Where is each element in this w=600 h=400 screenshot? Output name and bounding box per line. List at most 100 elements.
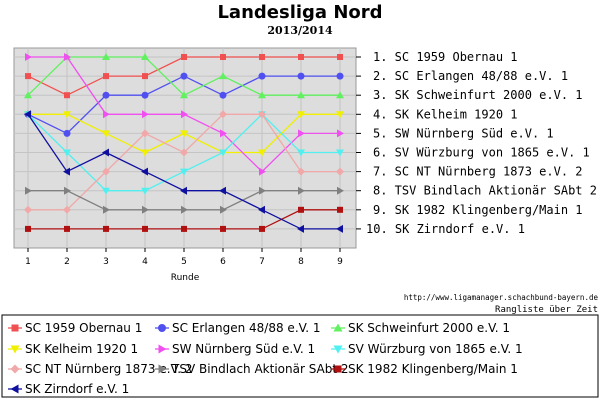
data-point <box>258 110 266 119</box>
legend-item: SK Zirndorf e.V. 1 <box>8 382 129 396</box>
legend-item: SK 1982 Klingenberg/Main 1 <box>331 362 518 376</box>
data-point <box>180 72 188 80</box>
data-point <box>298 129 305 138</box>
legend-item: SC Erlangen 48/88 e.V. 1 <box>155 321 321 335</box>
x-axis-label: Runde <box>171 273 200 283</box>
data-point <box>297 111 305 119</box>
data-point <box>64 225 70 232</box>
data-point <box>64 186 71 195</box>
data-point <box>220 225 226 232</box>
data-point <box>63 167 70 176</box>
data-point <box>180 168 188 176</box>
data-point <box>298 206 304 213</box>
data-point <box>102 187 110 195</box>
legend-item: SC NT Nürnberg 1873 e.V. 2 <box>8 362 192 376</box>
data-point <box>181 110 188 119</box>
data-point <box>297 72 305 80</box>
data-point <box>181 225 187 232</box>
legend-item: SW Nürnberg Süd e.V. 1 <box>155 342 315 356</box>
data-point <box>336 72 344 80</box>
x-tick-label: 2 <box>64 257 70 267</box>
data-point <box>219 91 227 99</box>
data-point <box>336 149 344 157</box>
series-group <box>25 206 343 232</box>
legend-label: SV Würzburg von 1865 e.V. 1 <box>348 342 523 356</box>
data-point <box>298 54 304 60</box>
data-point <box>142 110 149 119</box>
data-point <box>259 225 265 232</box>
x-tick-label: 9 <box>337 257 343 267</box>
series-group <box>24 53 344 99</box>
data-point <box>181 205 188 214</box>
data-point <box>337 206 343 213</box>
data-point <box>337 54 343 60</box>
legend-label: SK 1982 Klingenberg/Main 1 <box>348 362 518 376</box>
legend-label: SC 1959 Obernau 1 <box>25 321 142 335</box>
data-point <box>336 167 344 176</box>
source-url: http://www.ligamanager.schachbund-bayern… <box>404 293 599 302</box>
legend-marker <box>158 324 166 332</box>
x-tick-label: 7 <box>259 257 265 267</box>
data-point <box>141 129 149 138</box>
data-point <box>258 91 266 99</box>
data-point <box>103 110 110 119</box>
data-point <box>336 224 343 233</box>
data-point <box>297 224 304 233</box>
data-point <box>25 53 32 61</box>
data-point <box>336 111 344 119</box>
x-tick-label: 4 <box>142 257 148 267</box>
data-point <box>102 91 110 99</box>
data-point <box>142 73 148 80</box>
x-tick-label: 3 <box>103 257 109 267</box>
data-point <box>64 53 71 61</box>
ranking-label: 8. TSV Bindlach Aktionär SAbt 2 <box>373 184 597 198</box>
legend-marker <box>333 323 343 332</box>
data-point <box>180 130 188 138</box>
data-point <box>142 225 148 232</box>
data-point <box>219 149 227 157</box>
plot-area <box>13 47 357 249</box>
ranking-label: 5. SW Nürnberg Süd e.V. 1 <box>373 126 554 140</box>
data-point <box>297 167 305 176</box>
data-point <box>24 205 32 214</box>
data-point <box>297 91 305 99</box>
x-tick-label: 1 <box>25 257 31 267</box>
data-point <box>24 91 32 99</box>
legend-item: SK Kelheim 1920 1 <box>8 342 138 356</box>
legend-marker <box>334 365 342 373</box>
legend-item: SC 1959 Obernau 1 <box>8 321 142 335</box>
data-point <box>102 167 110 176</box>
data-point <box>219 72 227 80</box>
series-group <box>24 110 343 233</box>
data-point <box>180 91 188 99</box>
data-point <box>102 148 109 157</box>
legend-label: SK Zirndorf e.V. 1 <box>25 382 129 396</box>
legend-marker <box>333 345 343 354</box>
legend-box <box>1 314 599 398</box>
legend-label: SC Erlangen 48/88 e.V. 1 <box>172 321 321 335</box>
data-point <box>259 54 265 60</box>
data-point <box>142 205 149 214</box>
data-point <box>141 91 149 99</box>
data-point <box>258 149 266 157</box>
data-point <box>25 73 31 80</box>
x-tick-label: 5 <box>181 257 187 267</box>
data-point <box>337 129 344 138</box>
legend-item: SK Schweinfurt 2000 e.V. 1 <box>331 321 510 335</box>
data-point <box>336 91 344 99</box>
series-group <box>25 186 344 214</box>
legend-label: SW Nürnberg Süd e.V. 1 <box>172 342 315 356</box>
legend-item: TSV Bindlach Aktionär SAbt 2 <box>155 362 349 376</box>
legend-label: SC NT Nürnberg 1873 e.V. 2 <box>25 362 192 376</box>
chart-subtitle: 2013/2014 <box>267 24 333 37</box>
data-point <box>63 111 71 119</box>
legend-label: SK Schweinfurt 2000 e.V. 1 <box>348 321 510 335</box>
data-point <box>180 186 187 195</box>
data-point <box>25 186 32 195</box>
data-point <box>297 149 305 157</box>
ranking-label: 7. SC NT Nürnberg 1873 e.V. 2 <box>373 165 583 179</box>
legend-marker <box>158 364 167 374</box>
ranking-label: 10. SK Zirndorf e.V. 1 <box>366 222 525 236</box>
data-point <box>24 110 31 119</box>
